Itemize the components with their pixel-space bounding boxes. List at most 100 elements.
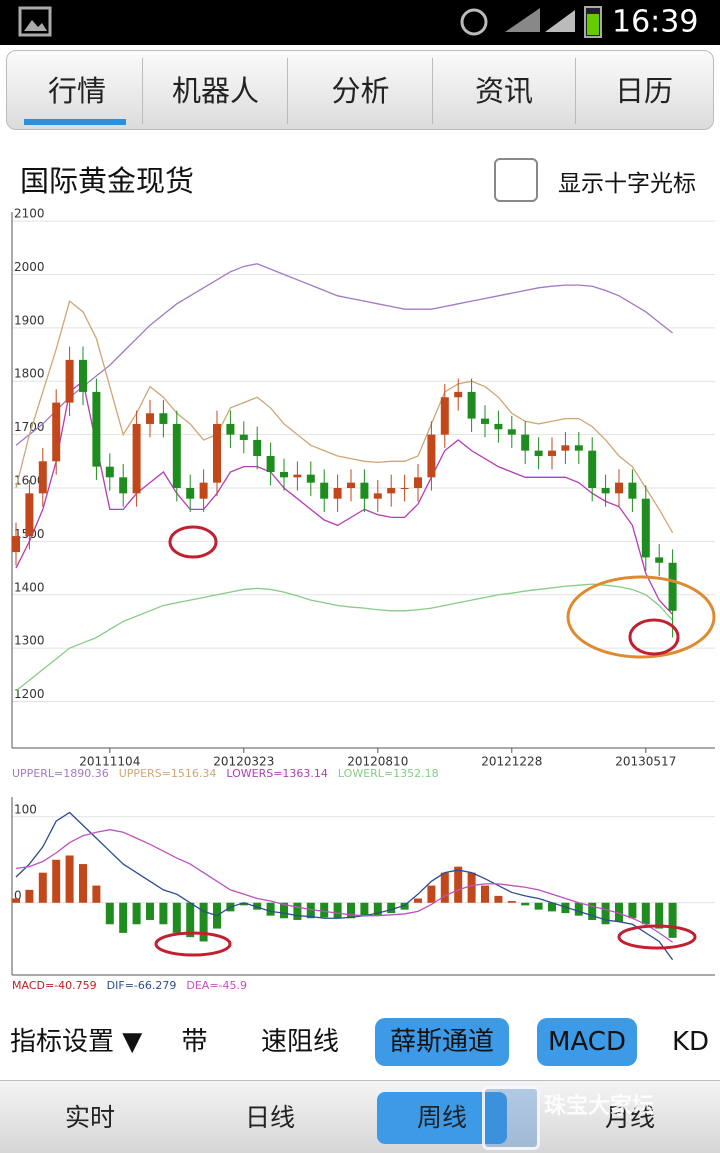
macd-bar bbox=[266, 902, 275, 916]
indicator-settings[interactable]: 指标设置 ▼ bbox=[10, 1027, 143, 1057]
candle-body bbox=[615, 482, 623, 494]
candle-body bbox=[239, 434, 248, 440]
candle-body bbox=[628, 482, 637, 499]
indicator-item[interactable]: 速阻线 bbox=[260, 1027, 339, 1057]
y-tick-label: 1800 bbox=[14, 367, 45, 381]
candle-body bbox=[213, 423, 221, 483]
candle-body bbox=[601, 488, 610, 494]
x-tick-label: 20121228 bbox=[481, 755, 542, 769]
macd-bar bbox=[25, 889, 34, 903]
macd-bar bbox=[373, 902, 382, 916]
y-tick-label: 0 bbox=[14, 888, 22, 902]
macd-bar bbox=[320, 902, 329, 918]
indicator-line bbox=[15, 300, 674, 533]
candle-body bbox=[65, 359, 74, 403]
macd-bar bbox=[601, 902, 610, 925]
annotation-circle bbox=[566, 575, 716, 659]
macd-bar bbox=[280, 902, 288, 919]
gallery-icon-shape bbox=[24, 20, 47, 31]
signal-icon bbox=[505, 8, 540, 32]
candle-body bbox=[320, 482, 329, 499]
watermark-logo bbox=[482, 1086, 540, 1150]
bottom-tab[interactable]: 实时 bbox=[64, 1103, 115, 1132]
macd-bar bbox=[172, 902, 181, 933]
legend-entry: UPPERS=1516.34 bbox=[119, 767, 217, 780]
bottom-tab[interactable]: 月线 bbox=[604, 1103, 655, 1132]
candle-body bbox=[400, 488, 409, 490]
crosshair-label[interactable]: 显示十字光标 bbox=[558, 171, 696, 197]
annotation-circle bbox=[154, 931, 232, 957]
candle-body bbox=[52, 402, 61, 462]
indicator-item[interactable]: 薛斯通道 bbox=[375, 1018, 509, 1066]
bottom-tab[interactable]: 周线 bbox=[377, 1092, 507, 1144]
candle-body bbox=[266, 455, 275, 472]
x-tick-label: 20120810 bbox=[347, 755, 408, 769]
candle-body bbox=[105, 466, 114, 478]
macd-bar bbox=[427, 885, 436, 903]
candle-body bbox=[574, 445, 583, 451]
macd-bar bbox=[655, 902, 664, 929]
macd-bar bbox=[387, 902, 396, 914]
macd-bar bbox=[507, 901, 516, 903]
candle-body bbox=[521, 434, 530, 451]
macd-bar bbox=[293, 902, 302, 920]
macd-bar bbox=[548, 902, 556, 912]
candle-body bbox=[293, 474, 302, 478]
candle-body bbox=[494, 423, 503, 430]
macd-bar bbox=[628, 902, 637, 919]
macd-bar bbox=[146, 902, 154, 920]
macd-chart: 0 100 MACD=-40.759 DIF=-66.279 DEA=-45.9 bbox=[11, 797, 715, 992]
candle-body bbox=[655, 557, 664, 563]
y-tick-label: 1400 bbox=[14, 580, 45, 594]
tab[interactable]: 行情 bbox=[12, 58, 143, 124]
candle-body bbox=[534, 450, 543, 456]
indicator-line bbox=[15, 583, 674, 692]
indicator-item[interactable]: 带 bbox=[181, 1027, 208, 1057]
y-tick-label: 100 bbox=[14, 802, 37, 816]
indicator-item[interactable]: MACD bbox=[537, 1018, 637, 1066]
annotation-circle bbox=[617, 924, 697, 950]
clock: 16:39 bbox=[612, 5, 698, 40]
candle-body bbox=[79, 359, 87, 392]
macd-bar bbox=[440, 872, 449, 903]
macd-bar bbox=[467, 872, 476, 903]
macd-bar bbox=[641, 902, 650, 925]
annotation-circle bbox=[628, 618, 680, 656]
candle-body bbox=[440, 397, 449, 435]
tab-indicator bbox=[24, 119, 126, 125]
indicator-line bbox=[15, 829, 673, 943]
macd-bar bbox=[360, 902, 369, 917]
macd-bar bbox=[186, 902, 195, 938]
candle-body bbox=[199, 482, 208, 499]
battery-level bbox=[587, 14, 599, 35]
legend-entry: LOWERL=1352.18 bbox=[338, 767, 439, 780]
indicator-line bbox=[15, 811, 674, 961]
tab[interactable]: 资讯 bbox=[433, 58, 576, 124]
macd-bar bbox=[92, 885, 101, 903]
candle-body bbox=[333, 488, 342, 499]
tab[interactable]: 日历 bbox=[614, 74, 673, 108]
tab[interactable]: 机器人 bbox=[144, 58, 288, 124]
indicator-item[interactable]: KD bbox=[672, 1027, 710, 1057]
macd-bar bbox=[494, 895, 503, 903]
y-tick-label: 1300 bbox=[14, 634, 45, 648]
bottom-tab[interactable]: 日线 bbox=[244, 1103, 295, 1132]
candle-body bbox=[387, 488, 396, 494]
legend-entry: DIF=-66.279 bbox=[107, 979, 177, 992]
candle-body bbox=[12, 536, 20, 553]
candle-body bbox=[668, 562, 677, 611]
candle-body bbox=[347, 482, 355, 489]
crosshair-checkbox[interactable] bbox=[494, 158, 538, 202]
gallery-icon bbox=[18, 6, 52, 37]
macd-bar bbox=[12, 898, 20, 903]
macd-bar bbox=[521, 902, 530, 906]
macd-bar bbox=[534, 902, 543, 910]
candle-body bbox=[588, 450, 597, 489]
candle-body bbox=[454, 391, 463, 398]
y-tick-label: 1900 bbox=[14, 313, 45, 327]
macd-bar bbox=[400, 902, 409, 910]
indicator-settings-label: 指标设置 bbox=[10, 1027, 115, 1057]
tab[interactable]: 分析 bbox=[289, 58, 433, 124]
macd-bar bbox=[119, 902, 128, 933]
